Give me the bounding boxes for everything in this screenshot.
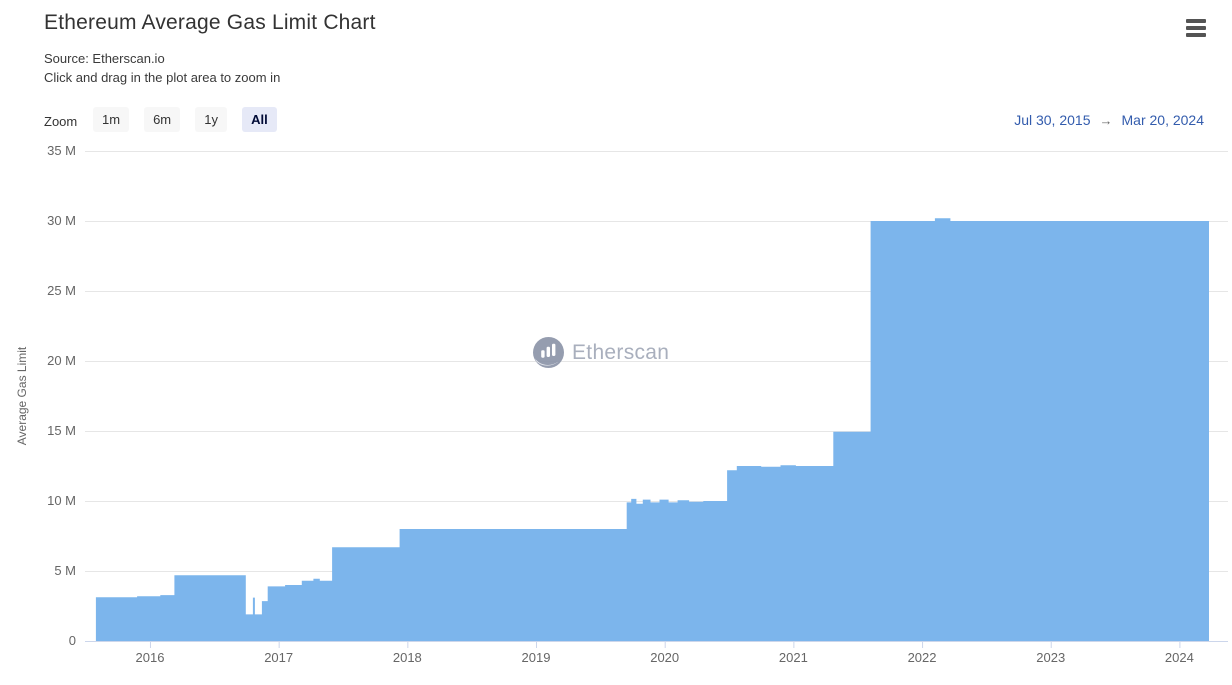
zoom-button-6m[interactable]: 6m: [144, 107, 181, 132]
y-axis-label: 5 M: [54, 563, 76, 578]
y-axis-label: 15 M: [47, 423, 76, 438]
y-axis-label: 0: [68, 633, 76, 648]
zoom-button-1m[interactable]: 1m: [93, 107, 130, 132]
plot-area[interactable]: [85, 151, 1209, 641]
y-axis-title: Average Gas Limit: [15, 346, 29, 446]
context-menu-button[interactable]: [1183, 16, 1209, 40]
y-axis-label: 35 M: [47, 143, 76, 158]
zoom-button-all[interactable]: All: [242, 107, 277, 132]
chart-source: Source: Etherscan.io: [44, 51, 165, 66]
x-axis-label: 2018: [392, 650, 422, 665]
chart-hint: Click and drag in the plot area to zoom …: [44, 70, 281, 85]
date-range-selector: Jul 30, 2015 → Mar 20, 2024: [1014, 112, 1204, 128]
x-axis-label: 2024: [1164, 650, 1194, 665]
x-axis-label: 2023: [1036, 650, 1066, 665]
y-axis-label: 10 M: [47, 493, 76, 508]
x-axis-label: 2016: [135, 650, 165, 665]
range-from-input[interactable]: Jul 30, 2015: [1014, 112, 1091, 128]
x-axis-label: 2022: [907, 650, 937, 665]
y-axis-label: 25 M: [47, 283, 76, 298]
arrow-right-icon: →: [1099, 112, 1113, 128]
zoom-label: Zoom: [44, 114, 78, 129]
hamburger-icon: [1186, 26, 1206, 30]
page-title: Ethereum Average Gas Limit Chart: [44, 11, 376, 34]
x-axis-label: 2021: [778, 650, 808, 665]
zoom-button-1y[interactable]: 1y: [195, 107, 228, 132]
zoom-button-group: 1m 6m 1y All: [93, 107, 277, 132]
x-axis-label: 2019: [521, 650, 551, 665]
x-axis-label: 2017: [264, 650, 294, 665]
y-axis-label: 20 M: [47, 353, 76, 368]
x-axis-label: 2020: [650, 650, 680, 665]
hamburger-icon: [1186, 19, 1206, 23]
area-series: [95, 218, 1209, 641]
hamburger-icon: [1186, 33, 1206, 37]
y-axis-label: 30 M: [47, 213, 76, 228]
range-to-input[interactable]: Mar 20, 2024: [1121, 112, 1205, 128]
